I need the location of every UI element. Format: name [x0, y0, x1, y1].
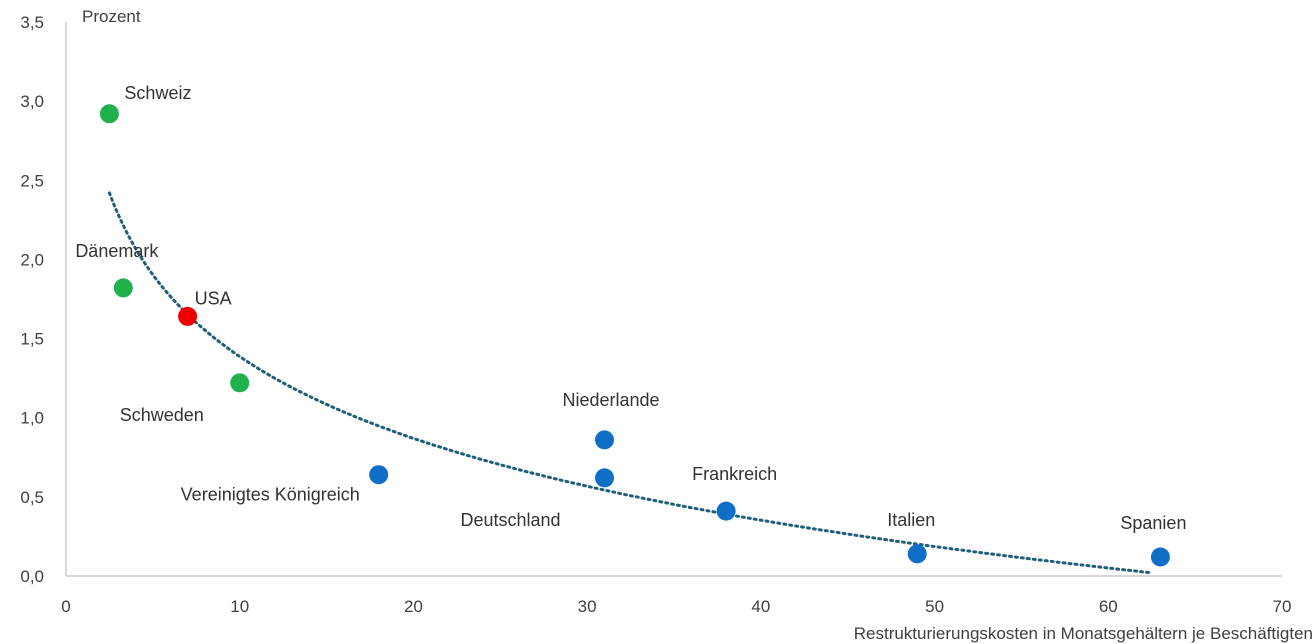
x-tick-label: 60	[1099, 597, 1118, 616]
x-tick-label: 10	[230, 597, 249, 616]
y-tick-label: 1,0	[20, 409, 44, 428]
data-label-deutschland: Deutschland	[461, 510, 561, 530]
data-point-frankreich	[716, 501, 736, 521]
y-tick-label: 3,0	[20, 92, 44, 111]
data-label-frankreich: Frankreich	[692, 464, 777, 484]
data-point-schweiz	[99, 104, 119, 124]
y-axis-title: Prozent	[82, 7, 141, 26]
x-tick-label: 70	[1273, 597, 1292, 616]
x-axis-title: Restrukturierungskosten in Monatsgehälte…	[854, 624, 1313, 643]
data-point-daenemark	[113, 278, 133, 298]
y-tick-label: 0,0	[20, 567, 44, 586]
x-tick-label: 40	[751, 597, 770, 616]
data-label-schweden: Schweden	[120, 405, 204, 425]
data-label-schweiz: Schweiz	[124, 83, 191, 103]
y-tick-label: 3,5	[20, 13, 44, 32]
data-point-labels: Schweiz Dänemark USA Schweden Vereinigtes Kö…	[75, 83, 1186, 533]
data-point-usa	[178, 306, 198, 326]
y-tick-label: 0,5	[20, 488, 44, 507]
x-tick-label: 50	[925, 597, 944, 616]
x-tick-label: 30	[578, 597, 597, 616]
x-tick-labels: 0 10 20 30 40 50 60 70	[61, 597, 1291, 616]
data-label-vereinigtes-koenigreich: Vereinigtes Königreich	[181, 485, 360, 505]
data-points	[99, 104, 1170, 567]
data-label-usa: USA	[195, 288, 232, 308]
data-label-spanien: Spanien	[1120, 513, 1186, 533]
x-tick-label: 20	[404, 597, 423, 616]
y-tick-label: 2,5	[20, 171, 44, 190]
data-point-vereinigtes-koenigreich	[369, 465, 389, 485]
data-label-niederlande: Niederlande	[563, 390, 660, 410]
data-point-schweden	[230, 373, 250, 393]
data-label-italien: Italien	[887, 510, 935, 530]
trendline	[107, 191, 1154, 575]
data-point-niederlande	[595, 430, 615, 450]
data-point-spanien	[1150, 547, 1170, 567]
x-tick-label: 0	[61, 597, 70, 616]
data-point-italien	[907, 544, 927, 564]
y-tick-label: 1,5	[20, 330, 44, 349]
y-tick-labels: 0,0 0,5 1,0 1,5 2,0 2,5 3,0 3,5	[20, 13, 44, 586]
data-label-daenemark: Dänemark	[75, 241, 159, 261]
data-point-deutschland	[595, 468, 615, 488]
y-tick-label: 2,0	[20, 250, 44, 269]
